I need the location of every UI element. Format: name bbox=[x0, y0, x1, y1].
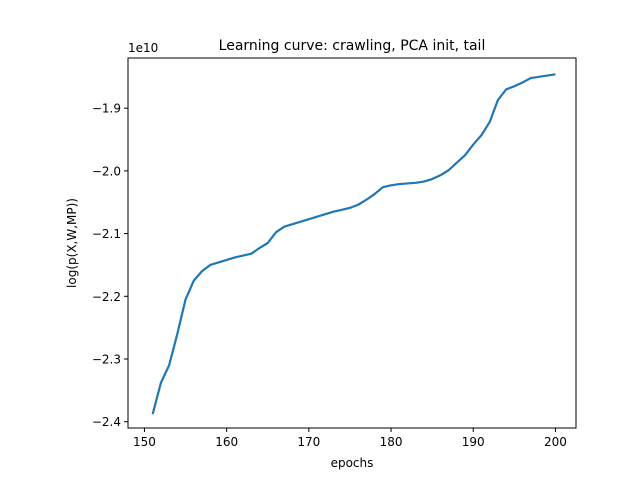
y-tick-label: −2.1 bbox=[92, 227, 121, 241]
y-tick-label: −1.9 bbox=[92, 102, 121, 116]
x-tick-label: 150 bbox=[133, 435, 156, 449]
x-axis: 150 160 170 180 190 200 bbox=[133, 428, 567, 449]
x-tick-label: 180 bbox=[380, 435, 403, 449]
x-tick-label: 190 bbox=[462, 435, 485, 449]
y-tick-label: −2.4 bbox=[92, 415, 121, 429]
y-axis-label: log(p(X,W,MP)) bbox=[65, 198, 79, 288]
plot-area bbox=[128, 58, 576, 428]
y-tick-label: −2.0 bbox=[92, 164, 121, 178]
y-offset-label: 1e10 bbox=[128, 41, 158, 55]
x-tick-label: 200 bbox=[544, 435, 567, 449]
y-axis: −2.4 −2.3 −2.2 −2.1 −2.0 −1.9 bbox=[92, 102, 128, 429]
plot-frame bbox=[127, 57, 577, 429]
y-tick-label: −2.2 bbox=[92, 290, 121, 304]
x-axis-label: epochs bbox=[331, 456, 374, 470]
y-tick-label: −2.3 bbox=[92, 353, 121, 367]
x-tick-label: 170 bbox=[297, 435, 320, 449]
x-tick-label: 160 bbox=[215, 435, 238, 449]
series-line bbox=[151, 73, 556, 415]
chart-title: Learning curve: crawling, PCA init, tail bbox=[219, 38, 486, 54]
